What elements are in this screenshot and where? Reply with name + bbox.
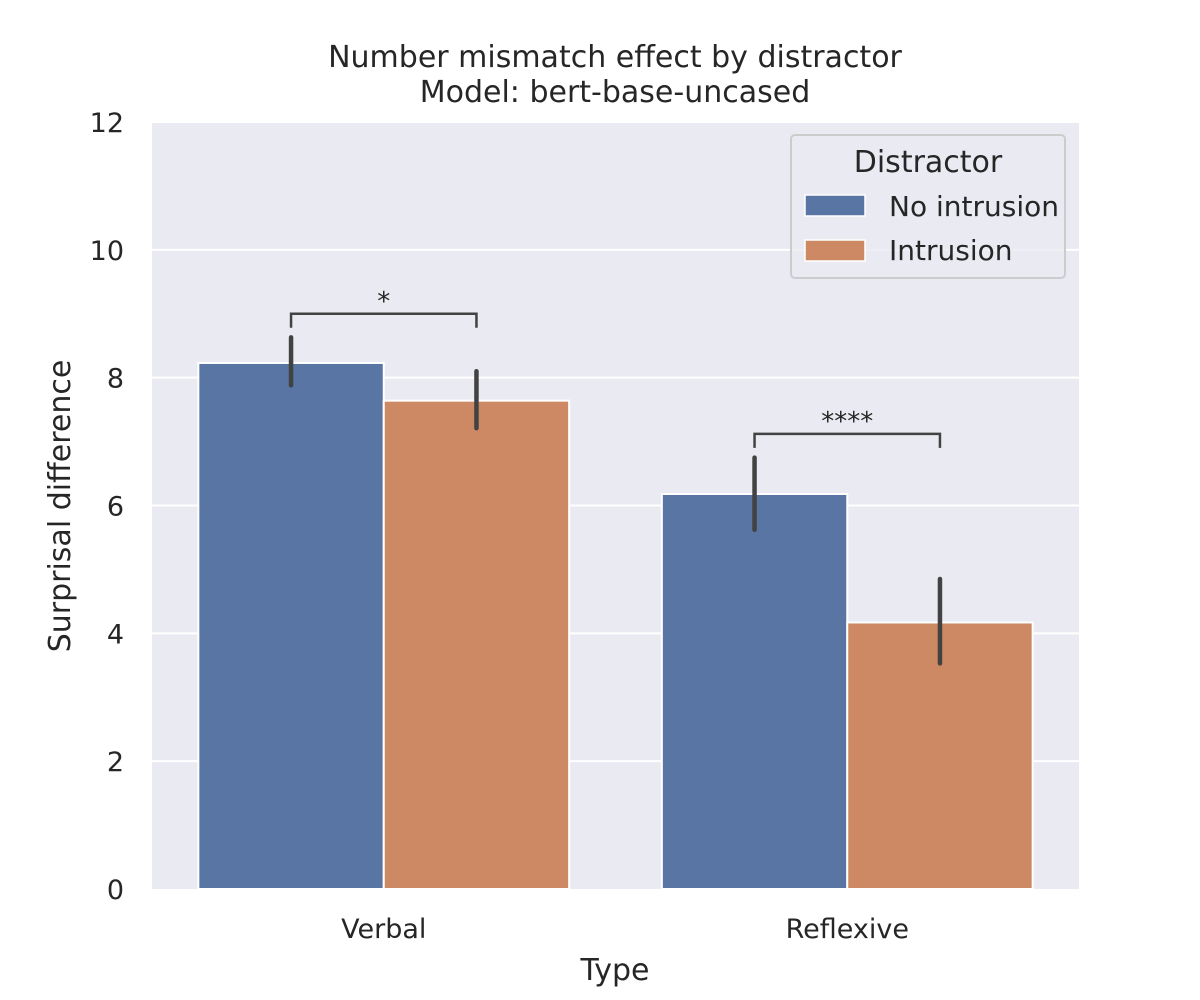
legend-title: Distractor — [854, 145, 1003, 180]
y-tick-label: 12 — [90, 108, 124, 139]
significance-bracket — [753, 432, 942, 448]
bar — [197, 361, 385, 890]
bar — [846, 621, 1034, 891]
y-tick-label: 6 — [107, 492, 124, 523]
x-tick-label: Verbal — [341, 914, 426, 945]
y-tick-label: 4 — [107, 619, 124, 650]
legend-swatch-no-intrusion — [804, 194, 866, 217]
legend-label-no-intrusion: No intrusion — [889, 190, 1059, 223]
bars — [197, 361, 1034, 891]
x-axis-ticks: Verbal Reflexive — [341, 914, 909, 945]
y-axis-ticks: 0 2 4 6 8 10 12 — [90, 108, 124, 906]
y-tick-label: 8 — [107, 364, 124, 395]
x-tick-label: Reflexive — [786, 914, 909, 945]
legend-swatch-intrusion — [804, 239, 866, 262]
significance-annotations: ***** — [289, 287, 942, 448]
y-tick-label: 10 — [90, 236, 124, 267]
x-axis-label: Type — [580, 953, 650, 988]
y-tick-label: 2 — [107, 747, 124, 778]
bar — [660, 492, 849, 890]
error-bars — [288, 335, 943, 666]
legend-label-intrusion: Intrusion — [889, 234, 1012, 267]
chart-title: Number mismatch effect by distractor — [328, 40, 902, 75]
y-tick-label: 0 — [107, 875, 124, 906]
significance-label: **** — [821, 407, 873, 437]
y-axis-label: Surprisal difference — [43, 360, 78, 653]
legend: Distractor No intrusion Intrusion — [790, 134, 1066, 279]
significance-bracket — [289, 312, 478, 328]
chart-subtitle: Model: bert-base-uncased — [420, 75, 811, 110]
bar — [382, 399, 571, 890]
significance-label: * — [377, 287, 390, 317]
